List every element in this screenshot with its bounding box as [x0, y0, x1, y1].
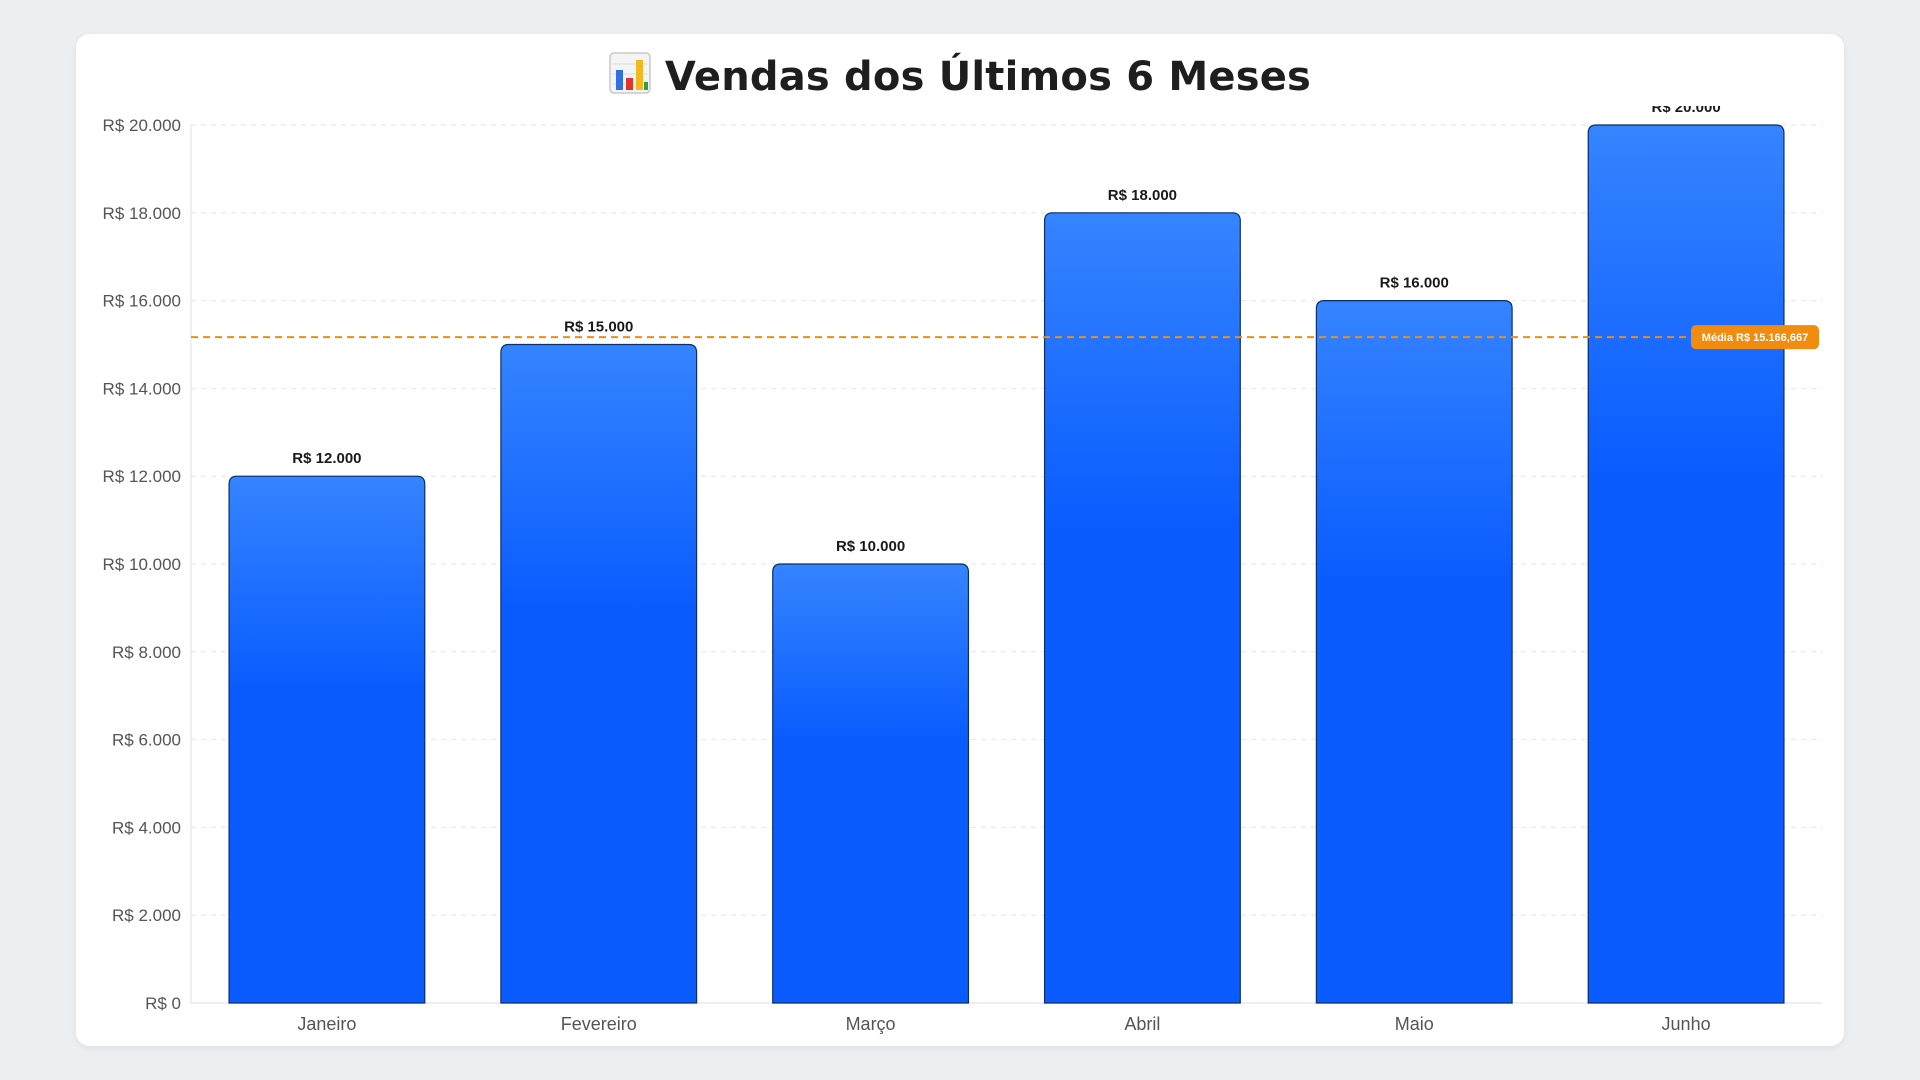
chart-title: Vendas dos Últimos 6 Meses — [664, 54, 1312, 100]
y-tick-label: R$ 18.000 — [103, 204, 181, 223]
y-tick-label: R$ 6.000 — [112, 731, 181, 750]
y-tick-label: R$ 12.000 — [103, 467, 181, 486]
bar-chart-icon — [609, 52, 651, 94]
y-tick-label: R$ 20.000 — [103, 116, 181, 135]
bar-março[interactable] — [772, 563, 970, 1004]
y-axis-ticks: R$ 0 R$ 2.000 R$ 4.000 R$ 6.000 R$ 8.000 R$ 1… — [103, 116, 181, 1013]
x-category-label: Janeiro — [297, 1014, 356, 1034]
y-tick-label: R$ 10.000 — [103, 555, 181, 574]
bar-value-label: R$ 16.000 — [1380, 275, 1449, 292]
y-tick-label: R$ 2.000 — [112, 906, 181, 925]
bars — [228, 124, 1785, 1004]
average-line-group: Média R$ 15.166,667 — [191, 325, 1822, 350]
bar-value-label: R$ 20.000 — [1651, 99, 1720, 116]
x-axis-categories: Janeiro Fevereiro Março Abril Maio Junho — [297, 1014, 1710, 1034]
x-category-label: Fevereiro — [561, 1014, 637, 1034]
bar-janeiro[interactable] — [228, 475, 426, 1004]
bar-value-label: R$ 18.000 — [1108, 187, 1177, 204]
average-label: Média R$ 15.166,667 — [1702, 332, 1808, 344]
x-category-label: Maio — [1395, 1014, 1434, 1034]
bar-value-label: R$ 15.000 — [564, 319, 633, 336]
y-tick-label: R$ 16.000 — [103, 292, 181, 311]
chart-card: Vendas dos Últimos 6 Meses R$ 0 R$ 2.000 R… — [76, 34, 1844, 1046]
y-tick-label: R$ 0 — [145, 994, 181, 1013]
y-tick-label: R$ 8.000 — [112, 643, 181, 662]
y-tick-label: R$ 4.000 — [112, 818, 181, 837]
data-labels: R$ 12.000 R$ 15.000 R$ 10.000 R$ 18.000 R$ 1… — [292, 99, 1720, 555]
y-tick-label: R$ 14.000 — [103, 379, 181, 398]
average-badge — [1691, 325, 1819, 350]
bar-maio[interactable] — [1315, 300, 1513, 1004]
x-category-label: Junho — [1662, 1014, 1711, 1034]
chart-title-row: Vendas dos Últimos 6 Meses — [76, 52, 1844, 100]
x-category-label: Março — [846, 1014, 896, 1034]
bar-value-label: R$ 10.000 — [836, 538, 905, 555]
bar-chart: R$ 0 R$ 2.000 R$ 4.000 R$ 6.000 R$ 8.000 R$ 1… — [103, 99, 1822, 1034]
bar-junho[interactable] — [1587, 124, 1785, 1004]
bar-abril[interactable] — [1043, 212, 1241, 1004]
x-category-label: Abril — [1124, 1014, 1160, 1034]
grid-lines — [190, 124, 1822, 1004]
bar-fevereiro[interactable] — [500, 343, 698, 1004]
bar-value-label: R$ 12.000 — [292, 450, 361, 467]
